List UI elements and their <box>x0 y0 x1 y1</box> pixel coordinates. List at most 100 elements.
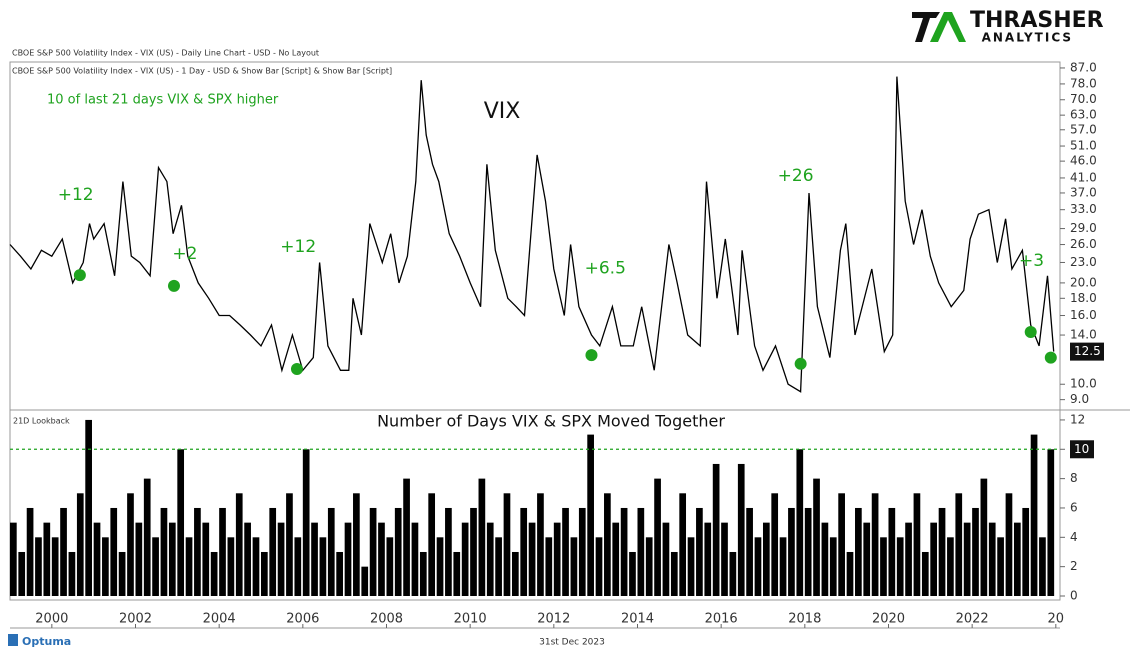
y-tick-label: 37.0 <box>1070 185 1097 199</box>
bar <box>1047 449 1055 596</box>
bar <box>921 551 929 596</box>
bar <box>160 507 168 596</box>
bar <box>905 522 912 596</box>
chart-title: VIX <box>484 99 521 124</box>
bar <box>227 537 235 596</box>
vix-line <box>9 76 1055 393</box>
bar <box>980 478 988 596</box>
bar <box>537 493 544 596</box>
bar <box>202 522 210 596</box>
marker <box>1044 351 1057 364</box>
bar <box>461 522 469 596</box>
bar <box>419 551 427 596</box>
bar <box>286 493 293 596</box>
bar <box>1030 434 1038 596</box>
bar <box>411 522 419 596</box>
bar <box>604 493 611 596</box>
bar <box>378 522 385 596</box>
bar <box>821 522 829 596</box>
bar <box>445 507 452 596</box>
y-tick-label: 57.0 <box>1070 122 1097 136</box>
bar <box>277 522 285 596</box>
x-tick-label: 2022 <box>956 612 989 627</box>
bar <box>361 566 369 596</box>
note: 10 of last 21 days VIX & SPX higher <box>47 93 279 108</box>
bar <box>972 507 979 596</box>
bar <box>353 493 360 596</box>
x-tick-label: 2010 <box>454 612 487 627</box>
bar <box>386 537 394 596</box>
bar <box>219 507 226 596</box>
y-tick-label: 6 <box>1070 500 1078 514</box>
bar <box>629 551 636 596</box>
bar <box>18 551 26 596</box>
bar <box>43 522 51 596</box>
bar <box>938 507 946 596</box>
last-value-box <box>1070 342 1104 361</box>
y-tick-label: 51.0 <box>1070 139 1097 153</box>
bar <box>662 522 670 596</box>
bar <box>955 493 963 596</box>
bar <box>436 537 444 596</box>
bar <box>344 522 352 596</box>
y-tick-label: 0 <box>1070 589 1078 603</box>
bar <box>428 493 436 596</box>
bar <box>185 537 193 596</box>
y-tick-label: 16.0 <box>1070 308 1097 322</box>
bar <box>930 522 938 596</box>
bar <box>704 522 712 596</box>
bar <box>453 551 461 596</box>
bar <box>152 537 159 596</box>
bar <box>319 537 327 596</box>
bar <box>712 463 720 596</box>
bar <box>813 478 820 596</box>
panel-border <box>9 61 1061 601</box>
bar <box>168 522 176 596</box>
logo-mark <box>930 12 966 42</box>
x-tick-label: 20 <box>1048 612 1065 627</box>
x-tick-label: 2012 <box>537 612 570 627</box>
bar <box>963 522 971 596</box>
bar <box>1039 537 1046 596</box>
bar <box>562 507 569 596</box>
annotation: +6.5 <box>585 258 626 278</box>
y-tick-label: 18.0 <box>1070 291 1097 305</box>
bar <box>85 419 92 596</box>
bar <box>311 522 318 596</box>
y-tick-label: 14.0 <box>1070 328 1097 342</box>
last-value-label: 12.5 <box>1074 344 1101 358</box>
x-tick-label: 2000 <box>35 612 68 627</box>
marker <box>585 349 598 362</box>
bar <box>210 551 218 596</box>
bar <box>394 507 402 596</box>
bar <box>871 493 879 596</box>
bar <box>804 507 812 596</box>
bar <box>51 537 59 596</box>
y-tick-label: 26.0 <box>1070 237 1097 251</box>
marker <box>73 269 86 282</box>
bar <box>721 522 728 596</box>
bar <box>670 551 678 596</box>
y-tick-label: 4 <box>1070 530 1078 544</box>
bar <box>135 522 143 596</box>
bar <box>578 507 586 596</box>
x-tick-label: 2006 <box>286 612 319 627</box>
bar <box>779 537 787 596</box>
logo: THRASHER ANALYTICS <box>912 8 1104 45</box>
bar <box>478 478 486 596</box>
bar <box>679 493 687 596</box>
bar <box>76 493 84 596</box>
bar <box>947 537 954 596</box>
logo-text: THRASHER <box>970 8 1104 33</box>
bar <box>511 551 519 596</box>
y-tick-label: 41.0 <box>1070 170 1097 184</box>
bar <box>553 522 561 596</box>
header-text: CBOE S&P 500 Volatility Index - VIX (US)… <box>12 67 392 76</box>
bar <box>520 507 528 596</box>
annotation: +12 <box>58 185 94 205</box>
bar <box>746 507 753 596</box>
x-tick-label: 2002 <box>119 612 152 627</box>
bar <box>654 478 661 596</box>
marker <box>1024 325 1037 338</box>
